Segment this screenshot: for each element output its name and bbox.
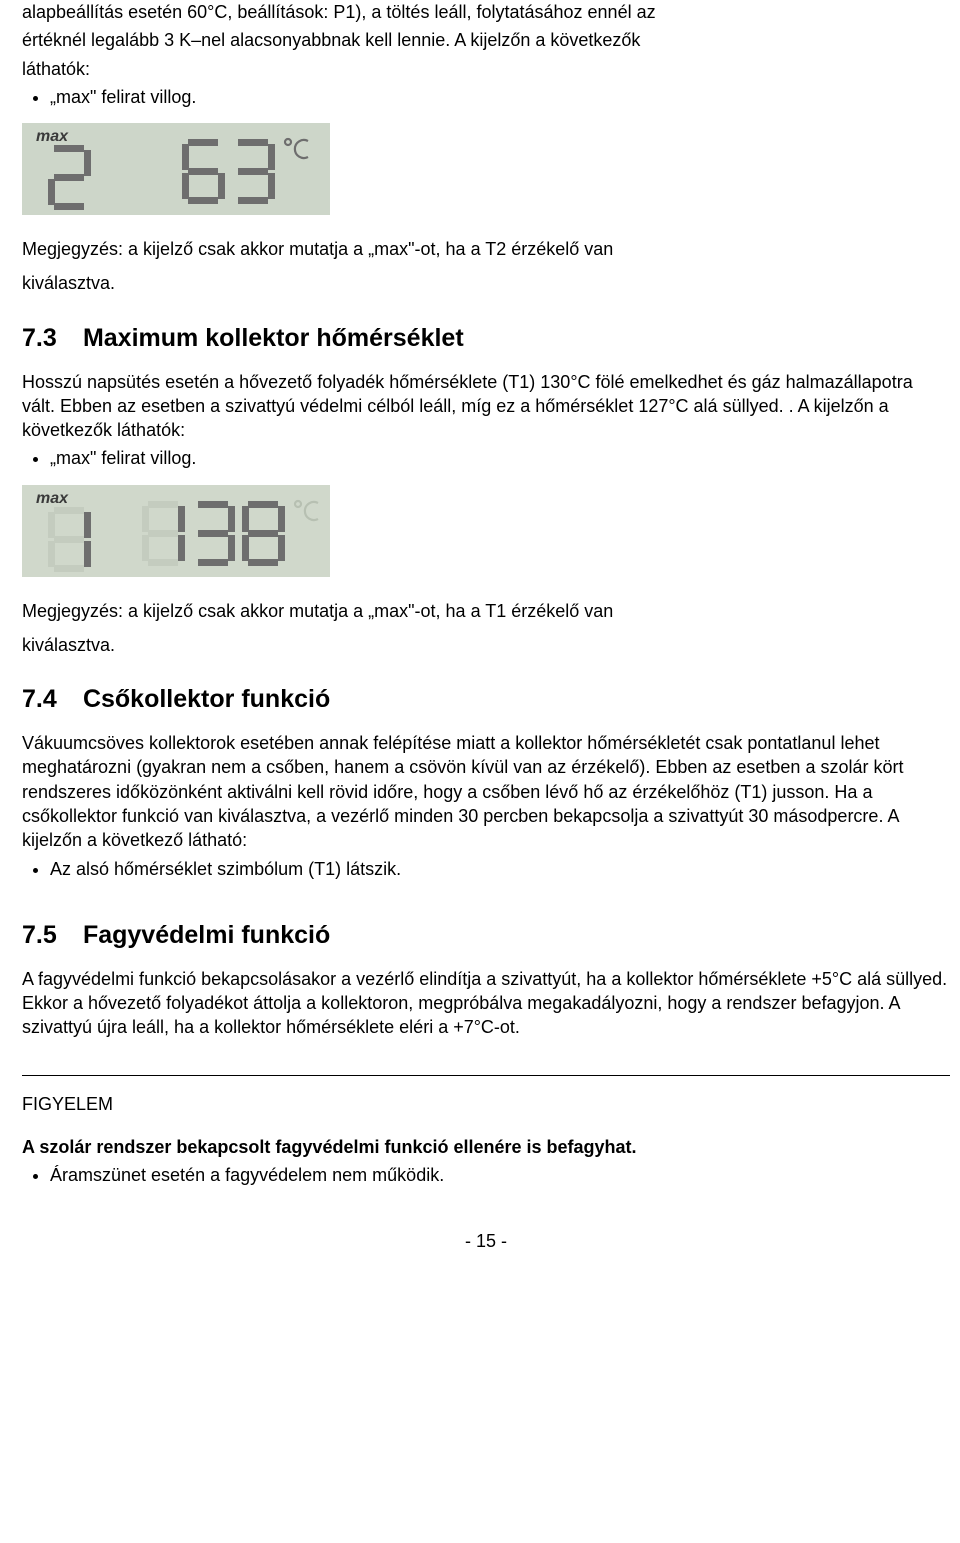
heading-title: Maximum kollektor hőmérséklet [83, 324, 464, 352]
heading-number: 7.5 [22, 919, 76, 953]
list-item: „max" felirat villog. [50, 85, 950, 109]
notice-strong: A szolár rendszer bekapcsolt fagyvédelmi… [22, 1135, 950, 1159]
heading-7-5: 7.5 Fagyvédelmi funkció [22, 919, 950, 953]
intro-line: értéknél legalább 3 K–nel alacsonyabbnak… [22, 28, 950, 52]
sec74-bullets: Az alsó hőmérséklet szimbólum (T1) látsz… [22, 857, 950, 881]
paragraph: Vákuumcsöves kollektorok esetében annak … [22, 731, 950, 852]
divider [22, 1075, 950, 1076]
notice-heading: FIGYELEM [22, 1092, 950, 1116]
note-line: Megjegyzés: a kijelző csak akkor mutatja… [22, 599, 950, 623]
note-line: Megjegyzés: a kijelző csak akkor mutatja… [22, 237, 950, 261]
lcd-display-2: max [22, 485, 330, 577]
notice-bullets: Áramszünet esetén a fagyvédelem nem műkö… [22, 1163, 950, 1187]
heading-7-3: 7.3 Maximum kollektor hőmérséklet [22, 322, 950, 356]
heading-number: 7.3 [22, 322, 76, 356]
heading-title: Csőkollektor funkció [83, 685, 330, 713]
lcd-display-1: max [22, 123, 330, 215]
note-line: kiválasztva. [22, 271, 950, 295]
heading-7-4: 7.4 Csőkollektor funkció [22, 683, 950, 717]
list-item: Az alsó hőmérséklet szimbólum (T1) látsz… [50, 857, 950, 881]
heading-number: 7.4 [22, 683, 76, 717]
page-number: - 15 - [22, 1229, 950, 1253]
sec73-bullets: „max" felirat villog. [22, 446, 950, 470]
list-item: Áramszünet esetén a fagyvédelem nem műkö… [50, 1163, 950, 1187]
lcd-max-label: max [36, 128, 69, 145]
lcd-max-label: max [36, 490, 69, 507]
intro-line: láthatók: [22, 57, 950, 81]
heading-title: Fagyvédelmi funkció [83, 921, 330, 949]
paragraph: A fagyvédelmi funkció bekapcsolásakor a … [22, 967, 950, 1040]
intro-line: alapbeállítás esetén 60°C, beállítások: … [22, 0, 950, 24]
list-item: „max" felirat villog. [50, 446, 950, 470]
paragraph: Hosszú napsütés esetén a hővezető folyad… [22, 370, 950, 443]
intro-bullets: „max" felirat villog. [22, 85, 950, 109]
note-line: kiválasztva. [22, 633, 950, 657]
